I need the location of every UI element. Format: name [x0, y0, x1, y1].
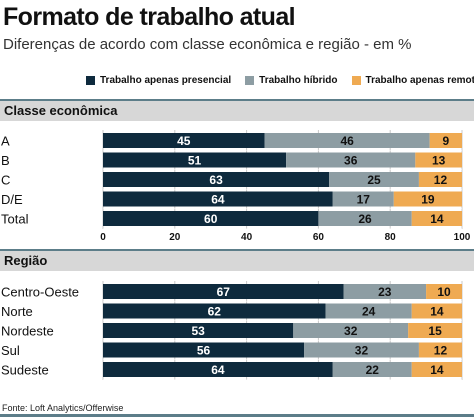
category-label: Total	[1, 212, 29, 227]
data-label-hibrido: 22	[366, 363, 380, 377]
x-tick-label: 40	[241, 232, 253, 243]
bar-segment-remoto	[429, 133, 462, 148]
data-label-presencial: 64	[211, 193, 225, 207]
data-label-presencial: 56	[197, 344, 211, 358]
category-label: Sul	[1, 343, 20, 358]
data-label-remoto: 13	[432, 154, 446, 168]
x-tick-label: 100	[454, 232, 471, 243]
data-label-remoto: 12	[434, 173, 448, 187]
data-label-hibrido: 23	[378, 285, 392, 299]
bar-segment-remoto	[418, 172, 462, 187]
category-label: Norte	[1, 304, 33, 319]
bar-segment-presencial	[103, 303, 326, 319]
bar-segment-hibrido	[293, 323, 409, 338]
x-tick-label: 80	[385, 232, 397, 243]
data-label-remoto: 19	[421, 193, 435, 207]
category-label: Centro-Oeste	[1, 285, 79, 300]
data-label-hibrido: 36	[344, 154, 358, 168]
data-label-remoto: 12	[434, 344, 448, 358]
bar-segment-presencial	[103, 362, 333, 377]
bar-segment-presencial	[103, 172, 330, 187]
bar-segment-presencial	[103, 284, 344, 299]
bar-segment-hibrido	[286, 152, 416, 168]
legend-item-hibrido: Trabalho híbrido	[245, 74, 338, 86]
data-label-hibrido: 32	[355, 344, 369, 358]
category-label: B	[1, 153, 10, 168]
legend-label-hibrido: Trabalho híbrido	[259, 74, 338, 86]
panel-header-regiao: Região	[0, 249, 474, 271]
bar-segment-remoto	[411, 303, 462, 319]
x-tick-label: 0	[100, 232, 106, 243]
legend-item-remoto: Trabalho apenas remoto	[351, 74, 474, 86]
bar-segment-presencial	[103, 133, 265, 148]
data-label-presencial: 67	[217, 285, 231, 299]
data-label-remoto: 14	[430, 305, 444, 319]
panel-title-regiao: Região	[4, 253, 48, 268]
data-label-remoto: 9	[443, 134, 450, 148]
legend-swatch-remoto	[351, 75, 361, 85]
panel-header-classe: Classe econômica	[0, 99, 474, 121]
chart-subtitle: Diferenças de acordo com classe econômic…	[3, 36, 412, 53]
data-label-presencial: 45	[177, 134, 191, 148]
bar-segment-remoto	[426, 284, 462, 299]
bar-segment-remoto	[415, 152, 462, 168]
bar-segment-presencial	[103, 323, 294, 338]
legend-label-remoto: Trabalho apenas remoto	[365, 74, 474, 86]
legend: Trabalho apenas presencial Trabalho híbr…	[86, 73, 474, 87]
x-tick-label: 60	[313, 232, 325, 243]
bar-segment-remoto	[393, 191, 462, 207]
data-label-presencial: 62	[208, 305, 222, 319]
bar-segment-hibrido	[332, 362, 412, 377]
data-label-remoto: 10	[437, 285, 451, 299]
category-label: Sudeste	[1, 363, 49, 378]
data-label-presencial: 51	[188, 154, 202, 168]
data-label-presencial: 60	[204, 212, 218, 226]
legend-swatch-presencial	[86, 75, 95, 85]
data-label-hibrido: 25	[367, 173, 381, 187]
bar-segment-hibrido	[325, 303, 412, 319]
category-label: D/E	[1, 192, 23, 207]
bar-segment-remoto	[411, 211, 462, 226]
bottom-rule	[0, 414, 474, 417]
bar-segment-presencial	[103, 191, 333, 207]
data-label-remoto: 15	[428, 324, 442, 338]
bar-segment-hibrido	[264, 133, 430, 148]
bar-segment-hibrido	[329, 172, 419, 187]
data-label-presencial: 53	[191, 324, 205, 338]
data-label-remoto: 14	[430, 363, 444, 377]
data-label-hibrido: 32	[344, 324, 358, 338]
category-label: Nordeste	[1, 324, 54, 339]
panel-title-classe: Classe econômica	[4, 103, 118, 118]
source-note: Fonte: Loft Analytics/Offerwise	[2, 403, 124, 413]
data-label-hibrido: 24	[362, 305, 376, 319]
chart-title: Formato de trabalho atual	[3, 3, 296, 31]
legend-item-presencial: Trabalho apenas presencial	[86, 75, 231, 86]
bar-segment-remoto	[411, 362, 462, 377]
bar-segment-presencial	[103, 211, 319, 226]
category-label: C	[1, 173, 10, 188]
x-tick-label: 20	[169, 232, 181, 243]
bar-segment-remoto	[408, 323, 462, 338]
data-label-presencial: 63	[209, 173, 223, 187]
data-label-hibrido: 26	[358, 212, 372, 226]
bar-segment-presencial	[103, 152, 287, 168]
data-label-remoto: 14	[430, 212, 444, 226]
bar-segment-hibrido	[318, 211, 412, 226]
legend-label-presencial: Trabalho apenas presencial	[100, 74, 232, 86]
bar-segment-hibrido	[343, 284, 427, 299]
data-label-hibrido: 46	[340, 134, 354, 148]
bar-segment-hibrido	[332, 191, 394, 207]
data-label-presencial: 64	[211, 363, 225, 377]
bar-segment-presencial	[103, 342, 305, 358]
data-label-hibrido: 17	[357, 193, 371, 207]
category-label: A	[1, 134, 10, 149]
bar-segment-hibrido	[304, 342, 419, 358]
bar-segment-remoto	[418, 342, 462, 358]
legend-swatch-hibrido	[245, 75, 255, 85]
